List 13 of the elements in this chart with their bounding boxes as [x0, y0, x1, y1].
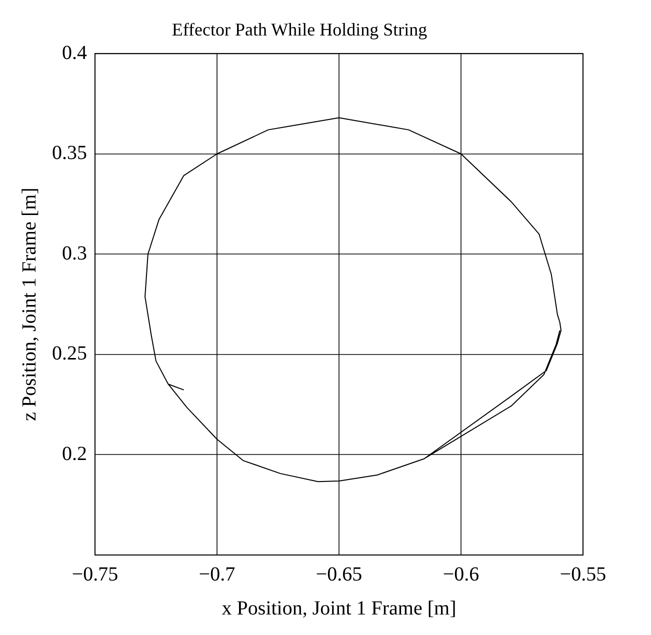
chart-title: Effector Path While Holding String: [172, 20, 428, 40]
y-tick-label: 0.2: [62, 442, 87, 465]
y-tick-label: 0.4: [62, 42, 87, 64]
x-axis-title: x Position, Joint 1 Frame [m]: [222, 597, 456, 620]
x-tick-label: −0.55: [560, 563, 606, 586]
x-tick-label: −0.6: [442, 563, 480, 586]
y-tick-label: 0.3: [62, 242, 87, 264]
y-tick-label: 0.35: [52, 142, 87, 164]
y-tick-label: 0.25: [52, 342, 87, 365]
x-tick-label: −0.65: [316, 563, 362, 586]
x-tick-label: −0.75: [72, 563, 118, 586]
x-tick-label: −0.7: [198, 563, 236, 586]
y-axis-title: z Position, Joint 1 Frame [m]: [18, 188, 40, 421]
